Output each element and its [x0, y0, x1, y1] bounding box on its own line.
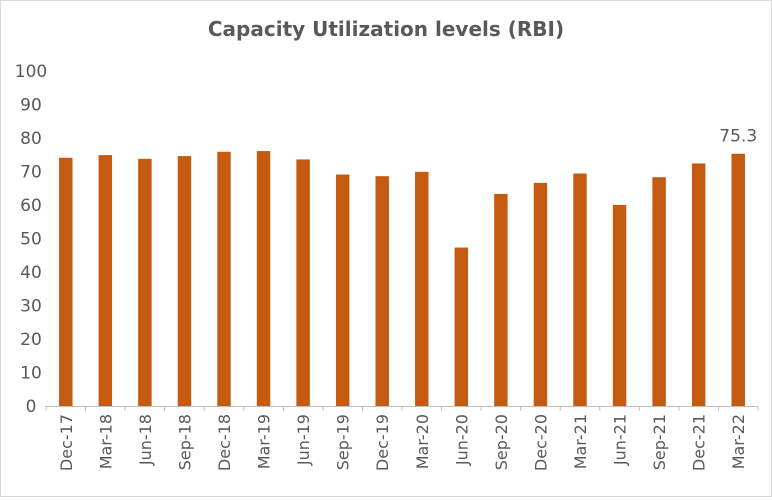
x-tick-label: Dec-21: [690, 414, 709, 471]
bar: [335, 174, 350, 406]
x-tick-label: Jun-18: [136, 414, 155, 466]
bar: [59, 157, 73, 406]
bar: [612, 205, 627, 406]
bar: [256, 151, 271, 406]
bar: [296, 159, 310, 406]
x-tick-label: Dec-17: [57, 414, 76, 471]
y-tick-label: 90: [20, 96, 42, 116]
bar: [415, 171, 429, 406]
x-tick-label: Sep-19: [334, 414, 353, 470]
chart-title: Capacity Utilization levels (RBI): [207, 17, 565, 41]
bar: [375, 176, 389, 406]
y-tick-label: 100: [15, 62, 47, 82]
x-tick-label: Mar-21: [571, 414, 590, 469]
y-tick-label: 70: [20, 163, 42, 183]
bar: [138, 158, 152, 406]
bar: [573, 173, 587, 406]
bar: [454, 247, 469, 406]
y-tick-label: 10: [20, 364, 42, 384]
bar: [691, 163, 706, 406]
data-labels: 75.3: [719, 127, 757, 147]
bar: [217, 151, 231, 406]
y-tick-label: 60: [20, 196, 42, 216]
data-label: 75.3: [719, 127, 757, 147]
x-axis: Dec-17 Mar-18 Jun-18 Sep-18 Dec-18 Mar-19 Jun-…: [45, 406, 759, 471]
y-axis: 0 10 20 30 40 50 60 70 80 90 100: [15, 62, 47, 417]
y-tick-label: 0: [26, 397, 37, 417]
y-tick-label: 30: [20, 297, 42, 317]
x-tick-label: Sep-21: [650, 414, 669, 470]
y-tick-label: 50: [20, 230, 42, 250]
y-tick-label: 40: [20, 263, 42, 283]
bar: [494, 193, 508, 406]
y-tick-label: 80: [20, 129, 42, 149]
bar-series: [59, 151, 745, 406]
bar: [177, 156, 192, 406]
x-tick-label: Sep-20: [492, 414, 511, 470]
x-tick-label: Jun-20: [452, 414, 471, 466]
bar: [533, 182, 548, 406]
x-tick-label: Dec-20: [531, 414, 550, 471]
bar: [652, 177, 666, 406]
x-tick-label: Jun-21: [611, 414, 630, 466]
x-tick-label: Mar-19: [255, 414, 274, 469]
x-tick-label: Dec-18: [215, 414, 234, 471]
bar: [98, 155, 113, 406]
x-tick-label: Sep-18: [175, 414, 194, 470]
x-tick-label: Dec-19: [373, 414, 392, 471]
x-tick-label: Mar-20: [413, 414, 432, 469]
x-tick-label: Jun-19: [294, 414, 313, 466]
y-tick-label: 20: [20, 330, 42, 350]
x-tick-label: Mar-22: [729, 414, 748, 469]
bar: [731, 153, 745, 406]
x-tick-label: Mar-18: [96, 414, 115, 469]
